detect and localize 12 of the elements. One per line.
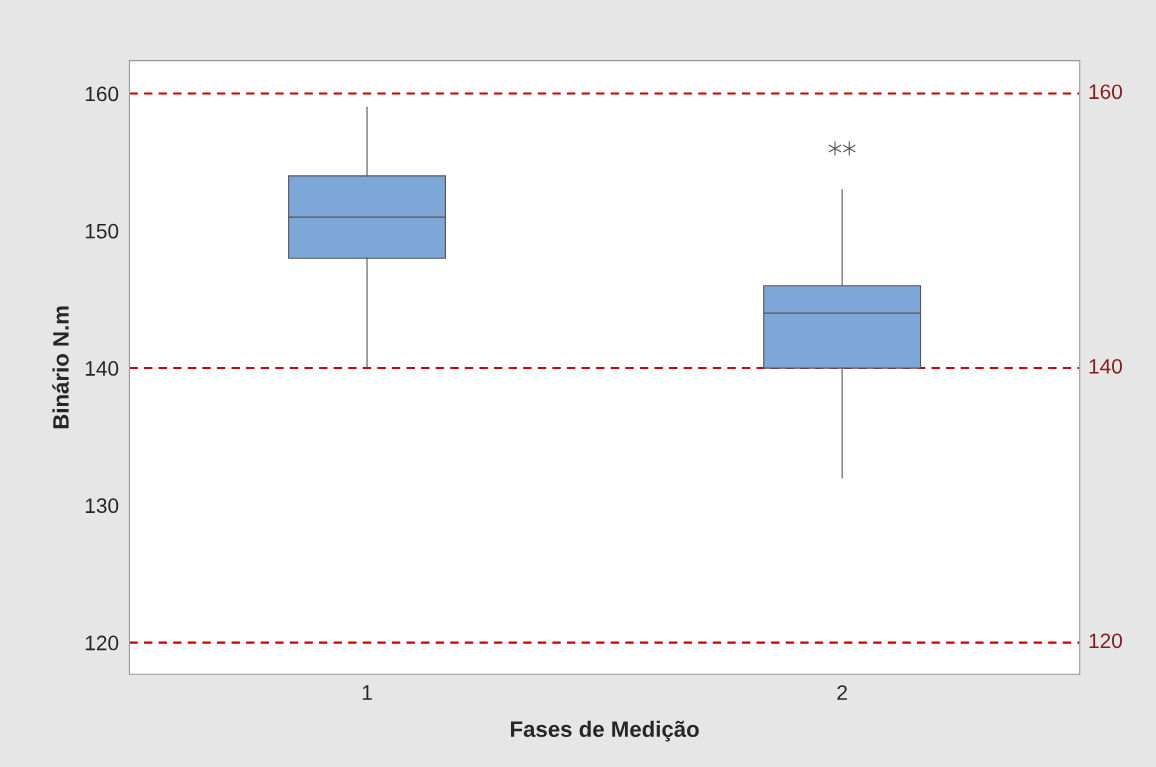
y-tick-label: 150 [85, 223, 119, 239]
ref-line-label: 120 [1089, 633, 1122, 649]
y-tick-label: 130 [85, 498, 119, 514]
x-tick-label: 1 [362, 685, 372, 700]
y-tick-label: 160 [85, 86, 119, 102]
y-tick-label: 140 [85, 361, 119, 376]
ref-line-label: 160 [1089, 84, 1122, 100]
x-tick-label: 2 [837, 685, 847, 700]
y-tick-label: 120 [85, 635, 119, 651]
y-axis-title: Binário N.m [52, 306, 69, 429]
x-axis-title: Fases de Medição [510, 720, 699, 742]
ref-line-label: 140 [1089, 358, 1122, 374]
